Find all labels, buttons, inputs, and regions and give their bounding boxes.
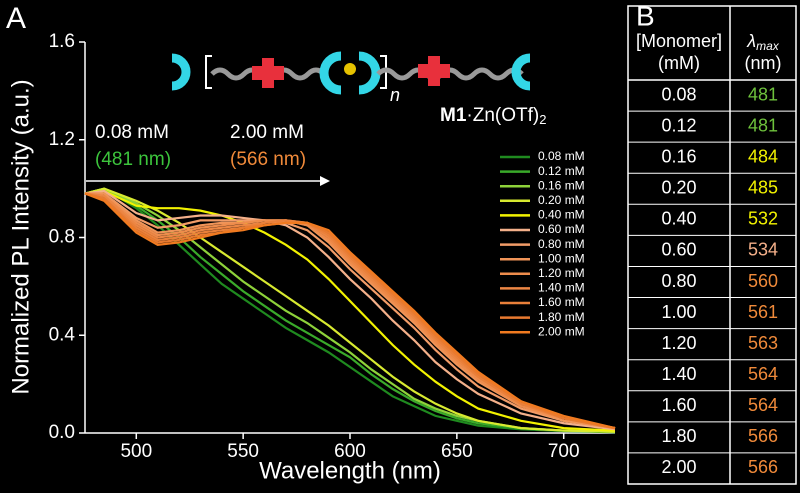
table-cell: 1.00 (661, 302, 696, 322)
series-line (84, 187, 616, 433)
x-tick-label: 500 (120, 441, 152, 462)
series-line (84, 192, 616, 430)
macrocycle-end (511, 53, 531, 91)
annotation: (566 nm) (230, 149, 306, 170)
series-line (84, 187, 616, 433)
table-cell: 0.12 (661, 115, 696, 135)
table-cell: 1.20 (661, 333, 696, 353)
table-cell: 0.60 (661, 240, 696, 260)
lambda-symbol: λ (746, 31, 756, 51)
compound-rest: ·Zn(OTf) (466, 105, 539, 126)
table-cell: 1.60 (661, 395, 696, 415)
molecule (171, 51, 531, 95)
table-panel-label: B (636, 0, 655, 31)
table-cell: 563 (748, 333, 778, 353)
legend-label: 0.12 mM (538, 164, 585, 178)
table-cell: 0.16 (661, 146, 696, 166)
y-axis-title: Normalized PL Intensity (a.u.) (7, 79, 34, 394)
legend-label: 0.60 mM (538, 222, 585, 236)
panel-label: A (6, 2, 26, 35)
table-cell: 0.40 (661, 209, 696, 229)
macrocycle (358, 51, 381, 95)
chromophore (252, 58, 284, 88)
table-cell: 534 (748, 240, 778, 260)
legend-label: 2.00 mM (538, 324, 585, 338)
chromophore (418, 56, 450, 86)
y-tick-label: 1.6 (49, 31, 75, 52)
series-line (84, 192, 616, 430)
table-cell: 0.20 (661, 178, 696, 198)
legend-label: 1.20 mM (538, 266, 585, 280)
table-cell: 0.08 (661, 84, 696, 104)
macrocycle (319, 51, 342, 95)
x-axis-title: Wavelength (nm) (259, 457, 441, 484)
table-cell: 1.80 (661, 426, 696, 446)
x-tick-label: 650 (441, 441, 473, 462)
y-tick-label: 0.8 (49, 227, 75, 248)
repeat-index: n (390, 85, 400, 105)
series-line (85, 192, 616, 430)
macrocycle-end (171, 53, 191, 91)
annotation: 2.00 mM (230, 122, 304, 143)
table-cell: 0.80 (661, 271, 696, 291)
y-tick-label: 0.4 (49, 324, 76, 345)
table-header: (nm) (745, 53, 782, 73)
table-cell: 564 (748, 364, 778, 384)
zinc-ion (344, 63, 356, 75)
lambda-sub: max (756, 39, 780, 53)
table-cell: 532 (748, 209, 778, 229)
legend-label: 0.40 mM (538, 208, 585, 222)
y-tick-label: 1.2 (49, 129, 75, 150)
legend-label: 0.80 mM (538, 237, 585, 251)
series-line (84, 187, 616, 434)
arrow-head (320, 176, 330, 186)
table-cell: 481 (748, 115, 778, 135)
table-cell: 564 (748, 395, 778, 415)
table-cell: 561 (748, 302, 778, 322)
series-line (84, 192, 616, 430)
table-cell: 566 (748, 457, 778, 477)
x-tick-label: 600 (334, 441, 366, 462)
table-cell: 560 (748, 271, 778, 291)
bracket (205, 55, 212, 89)
legend-label: 0.16 mM (538, 178, 585, 192)
compound-label: M1·Zn(OTf)2 (440, 105, 546, 127)
annotation: 0.08 mM (95, 122, 169, 143)
x-tick-label: 550 (227, 441, 259, 462)
y-tick-label: 0.0 (49, 422, 75, 443)
table-header: λmax (746, 31, 780, 53)
legend-label: 0.20 mM (538, 193, 585, 207)
table-cell: 1.40 (661, 364, 696, 384)
table-cell: 566 (748, 426, 778, 446)
series-line (84, 187, 616, 434)
x-tick-label: 700 (548, 441, 580, 462)
compound-main: M1 (440, 105, 467, 126)
table-cell: 484 (748, 146, 778, 166)
table-header: (mM) (658, 53, 700, 73)
legend-label: 1.80 mM (538, 310, 585, 324)
annotation: (481 nm) (95, 149, 171, 170)
table-border (627, 5, 797, 485)
legend-label: 1.40 mM (538, 281, 585, 295)
series-line (84, 189, 616, 431)
table-cell: 2.00 (661, 457, 696, 477)
legend-label: 1.00 mM (538, 251, 585, 265)
compound-sub: 2 (539, 112, 546, 127)
series-line (84, 189, 616, 432)
table-cell: 481 (748, 84, 778, 104)
legend-label: 1.60 mM (538, 295, 585, 309)
table-header: [Monomer] (636, 31, 722, 51)
legend-label: 0.08 mM (538, 149, 585, 163)
series-line (84, 192, 616, 430)
table-cell: 485 (748, 178, 778, 198)
